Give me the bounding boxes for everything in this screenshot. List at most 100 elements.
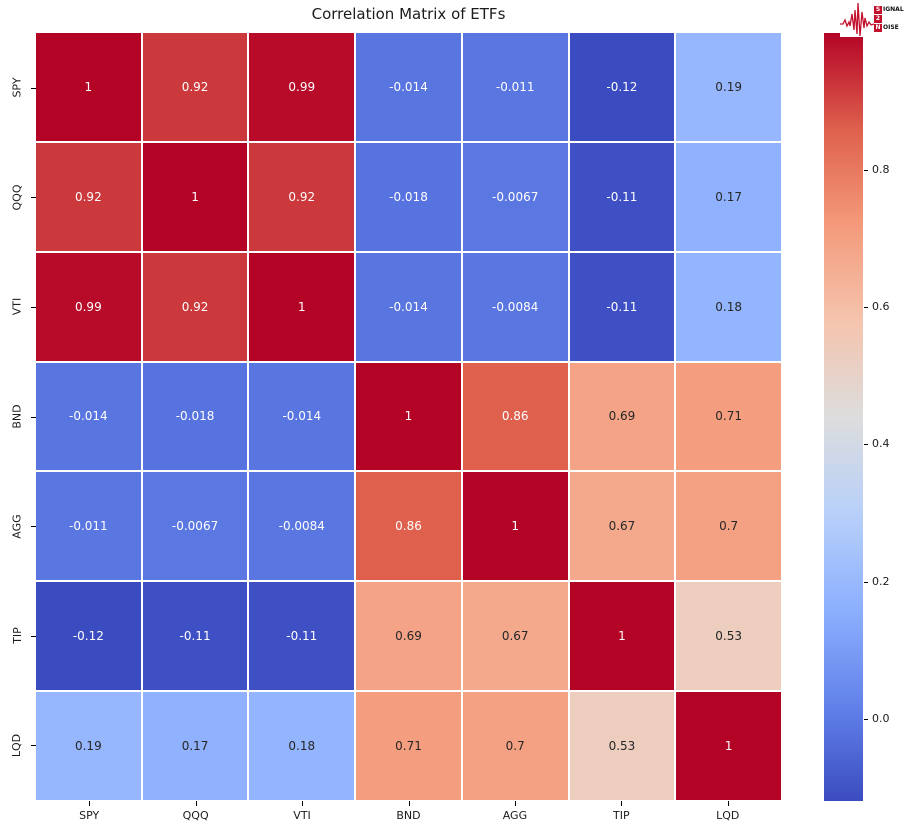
heatmap-cell: -0.12 [36,582,141,691]
logo-text-oise: OISE [883,23,899,31]
y-axis-tick [31,197,36,199]
heatmap-cell: -0.0067 [142,472,248,581]
y-axis-tick [31,416,36,418]
heatmap-cell: 0.7 [676,472,781,581]
heatmap-cell: 1 [356,362,461,471]
heatmap-cell: 0.92 [249,142,355,251]
colorbar-tick-label: 0.2 [872,574,890,588]
heatmap-cell: 0.86 [356,472,461,581]
heatmap-cell: -0.014 [356,252,461,361]
x-axis-tick [514,801,516,806]
heatmap-grid: 1 0.92 0.99 -0.014 -0.011 -0.12 0.19 0.92 1 0.92-… [36,33,781,800]
heatmap-cell: -0.018 [356,142,461,251]
heatmap-cell: -0.0067 [462,142,568,251]
heatmap-cell: -0.018 [142,362,248,471]
logo-text-ignal: IGNAL [883,5,904,13]
colorbar-tick-label: 0.6 [872,300,890,314]
x-axis-tick [621,801,623,806]
x-axis-label: LQD [716,809,740,822]
heatmap-cell: 0.17 [676,142,781,251]
heatmap-cell: -0.0084 [462,252,568,361]
heatmap-cell: -0.12 [569,33,675,141]
x-axis-label: VTI [293,809,311,822]
heatmap-cell: -0.011 [462,33,568,141]
x-axis-label: QQQ [182,809,209,822]
x-axis-label: AGG [502,809,528,822]
heatmap-cell: 1 [462,472,568,581]
x-axis-tick [408,801,410,806]
heatmap-cell: 1 [676,692,781,800]
heatmap-cell: -0.11 [142,582,248,691]
colorbar-tick [864,718,868,720]
heatmap-cell: -0.014 [36,362,141,471]
heatmap-cell: 0.67 [569,472,675,581]
heatmap-cell: 0.92 [142,33,248,141]
y-axis-tick [31,306,36,308]
logo-letter-s: S [874,5,882,14]
x-axis-tick [89,801,91,806]
heatmap-cell: 0.19 [36,692,141,800]
heatmap-cell: 0.19 [676,33,781,141]
heatmap-cell: -0.11 [569,252,675,361]
heatmap-cell: 0.92 [142,252,248,361]
y-axis-label: AGG [10,513,24,539]
heatmap-cell: 1 [249,252,355,361]
colorbar-tick-label: 0.0 [872,711,890,725]
heatmap-cell: 0.53 [569,692,675,800]
heatmap-cell: 0.69 [356,582,461,691]
y-axis-tick [31,745,36,747]
x-axis-label: SPY [79,809,100,822]
heatmap-cell: -0.0084 [249,472,355,581]
heatmap-cell: 0.18 [676,252,781,361]
heatmap-cell: 0.7 [462,692,568,800]
heatmap-cell: 0.18 [249,692,355,800]
x-axis-label: BND [396,809,421,822]
x-axis-tick [302,801,304,806]
colorbar-tick [864,444,868,446]
y-axis-tick [31,635,36,637]
logo-row-signal: S IGNAL [874,5,904,14]
heatmap-cell: 0.99 [249,33,355,141]
heatmap-cell: 0.92 [36,142,141,251]
logo-letter-2: 2 [874,14,882,23]
y-axis-label: SPY [10,77,24,98]
y-axis-label: QQQ [10,184,24,211]
colorbar [824,33,863,801]
colorbar-tick [864,307,868,309]
chart-title: Correlation Matrix of ETFs [311,5,506,23]
heatmap-cell: 0.71 [676,362,781,471]
colorbar-tick-label: 0.4 [872,437,890,451]
colorbar-tick-label: 0.8 [872,163,890,177]
heatmap-cell: 0.99 [36,252,141,361]
y-axis-label: TIP [10,627,24,644]
logo-letter-n: N [874,23,882,32]
heatmap-cell: 0.67 [462,582,568,691]
logo-row-noise: N OISE [874,23,904,32]
y-axis-label: BND [10,404,24,429]
heatmap-cell: 0.69 [569,362,675,471]
heatmap-cell: -0.11 [569,142,675,251]
heatmap-cell: -0.014 [356,33,461,141]
y-axis-tick [31,526,36,528]
colorbar-tick [864,170,868,172]
logo-row-2: 2 [874,14,904,23]
x-axis-label: TIP [613,809,630,822]
heatmap-cell: -0.011 [36,472,141,581]
heatmap-cell: 0.17 [142,692,248,800]
heatmap-cell: 1 [36,33,141,141]
heatmap-cell: 0.53 [676,582,781,691]
y-axis-tick [31,87,36,89]
heatmap-cell: 1 [569,582,675,691]
colorbar-tick [864,581,868,583]
heatmap-cell: 0.86 [462,362,568,471]
waveform-icon [840,2,874,37]
x-axis-tick [727,801,729,806]
heatmap-cell: -0.11 [249,582,355,691]
heatmap-cell: 0.71 [356,692,461,800]
s2n-logo: S IGNAL 2 N OISE [840,0,904,37]
heatmap-cell: -0.014 [249,362,355,471]
y-axis-label: VTI [10,298,24,316]
y-axis-label: LQD [10,733,24,757]
logo-text: S IGNAL 2 N OISE [874,5,904,32]
